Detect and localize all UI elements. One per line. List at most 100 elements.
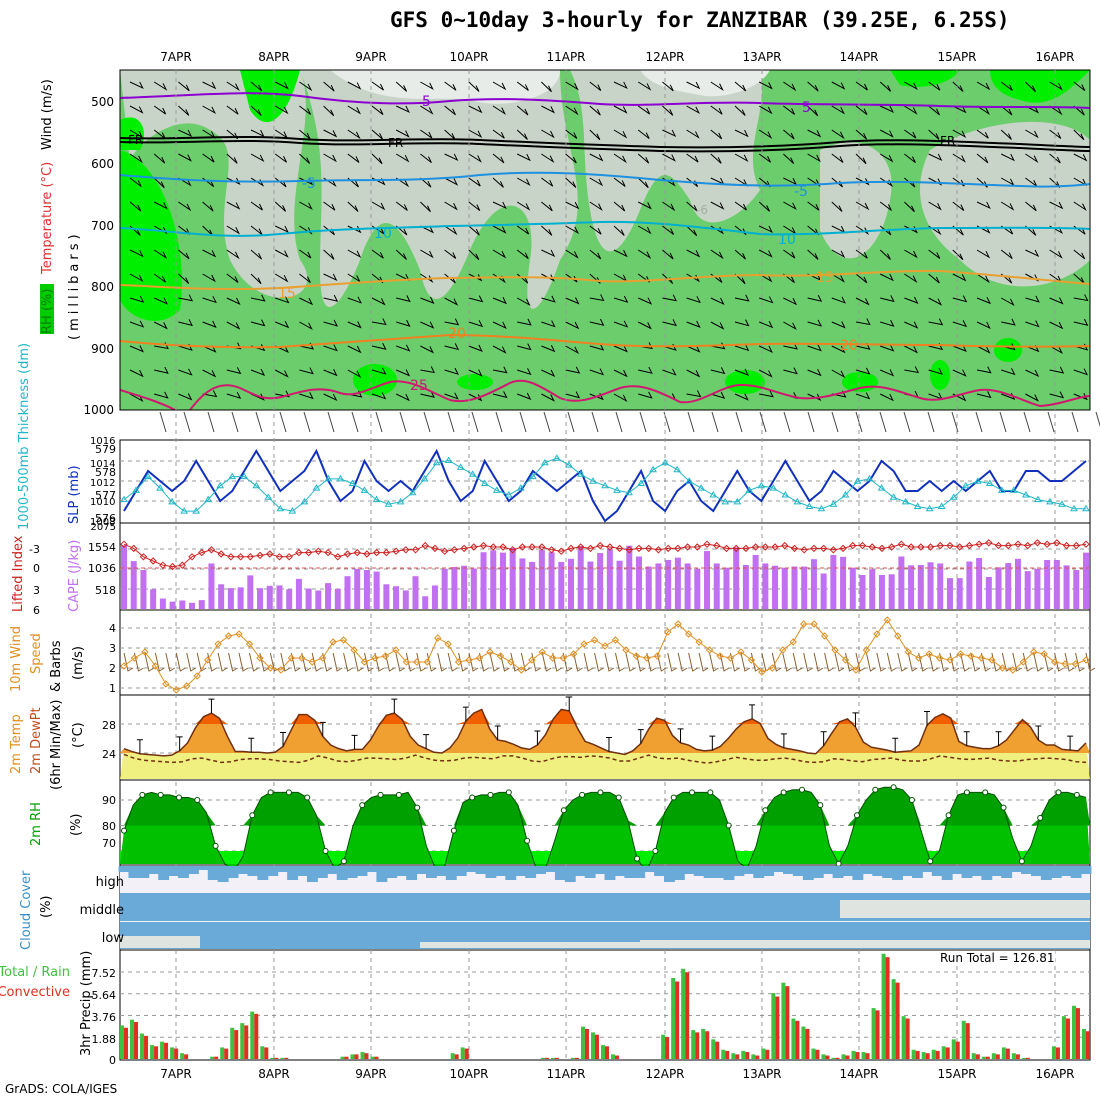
- wind10-point: [726, 654, 735, 662]
- precip-tick: 5.64: [92, 989, 117, 1002]
- li-point: [431, 544, 439, 553]
- thickness-point: [516, 484, 525, 491]
- wind10-barb: [834, 652, 845, 672]
- precip-total-bar: [230, 1027, 235, 1059]
- cape-bar: [295, 578, 302, 609]
- li-point: [955, 543, 964, 551]
- precip-total-bar: [961, 1020, 966, 1059]
- wind10-point: [287, 654, 296, 662]
- wind10-barb: [1043, 652, 1054, 672]
- rh-point: [524, 837, 531, 844]
- cape-bar: [713, 563, 720, 609]
- wind-barb: [347, 369, 362, 379]
- wind10-point: [894, 632, 902, 640]
- wind-barb: [879, 81, 892, 92]
- precip-convective-bar: [1075, 1008, 1080, 1059]
- wind10-point: [298, 654, 306, 662]
- cape-bar: [927, 562, 934, 609]
- wind-axes: 4 3 2 1 10m Wind Speed & Barbs (m/s): [9, 622, 116, 695]
- cloud-high-block: [267, 866, 279, 876]
- cape-bar: [130, 561, 137, 609]
- wind10-point: [967, 652, 975, 660]
- rh-point: [1073, 791, 1080, 798]
- cloud-high-block: [862, 866, 874, 874]
- cloud-high-block: [187, 866, 199, 874]
- precip-total-bar: [1061, 1016, 1066, 1059]
- wind-barb: [976, 177, 988, 188]
- li-point: [576, 543, 585, 551]
- wind10-point: [371, 654, 379, 662]
- wind-barb: [952, 295, 968, 303]
- contour-label: 10: [778, 232, 796, 248]
- wind10-barb: [688, 652, 698, 672]
- contour-label: 5: [802, 100, 811, 116]
- wind-label-2: Speed: [29, 633, 44, 674]
- thickness-point: [156, 484, 164, 491]
- wind-barb: [153, 201, 168, 210]
- wind-barb: [492, 345, 507, 354]
- precip-convective-bar: [264, 1047, 269, 1059]
- wind10-barb: [876, 652, 887, 672]
- cloud-high-block: [564, 866, 576, 882]
- wind-barb-stub: [327, 411, 335, 433]
- wind10-point: [611, 636, 620, 644]
- li-point: [819, 544, 828, 553]
- thickness-point: [444, 456, 453, 463]
- wind10-point: [183, 682, 191, 690]
- contour-label: 20: [840, 338, 858, 354]
- li-point: [363, 550, 371, 558]
- wind10-barb: [154, 652, 165, 672]
- cape-bar: [733, 547, 740, 609]
- wind-barb: [323, 369, 338, 377]
- rh-point: [963, 789, 970, 796]
- slp-tick: 1016: [90, 436, 115, 447]
- wind10-barb: [656, 652, 667, 672]
- cape-bar: [121, 545, 127, 609]
- wind-barb: [516, 297, 531, 307]
- wind-barb-stub: [183, 411, 191, 433]
- wind-barb: [371, 249, 384, 259]
- wind-tick: 2: [109, 662, 116, 675]
- precip-total-bar: [881, 953, 886, 1059]
- wind-barb: [589, 273, 601, 284]
- wind-barb: [517, 368, 532, 376]
- wind10-point: [883, 616, 892, 624]
- x-tick-bottom: 15APR: [937, 1067, 976, 1081]
- rh-point: [908, 797, 915, 803]
- wind-barb: [541, 369, 556, 377]
- cloud-high-block: [941, 866, 953, 880]
- wind10-point: [590, 636, 599, 644]
- wind-barb: [952, 369, 967, 377]
- contour-label: FR: [940, 134, 955, 148]
- wind10-point: [820, 632, 829, 640]
- cloud-high-block: [1040, 866, 1052, 880]
- wind-barb-stub: [543, 411, 551, 433]
- wind10-barb: [426, 652, 437, 672]
- wind10-point: [1030, 648, 1038, 656]
- contour-label: 10: [374, 226, 392, 242]
- precip-convective-bar: [1025, 1057, 1030, 1059]
- x-tick-top: 7APR: [160, 50, 191, 64]
- thickness-point: [240, 472, 249, 480]
- wind10-point: [329, 638, 337, 646]
- wind-barb: [1049, 153, 1061, 164]
- wind10-barb: [855, 652, 866, 672]
- precip-total-bar: [540, 1057, 545, 1059]
- wind-barb: [662, 294, 678, 302]
- li-point: [887, 543, 896, 551]
- wind-barb: [444, 318, 460, 326]
- wind-barb: [855, 81, 868, 91]
- wind-barb: [734, 344, 750, 352]
- cape-bar: [985, 576, 992, 609]
- wind-barb: [299, 392, 314, 400]
- wind-barb: [323, 105, 335, 117]
- pressure-label: (millibars): [67, 230, 82, 340]
- wind-barb: [904, 249, 918, 259]
- thickness-point: [865, 474, 874, 482]
- cloud-high-block: [237, 866, 249, 874]
- wind-barb-stub: [759, 411, 767, 433]
- wind-tick: 3: [109, 642, 116, 655]
- li-point: [227, 553, 235, 561]
- cloud-high-block: [316, 866, 328, 878]
- cape-bar: [616, 560, 623, 609]
